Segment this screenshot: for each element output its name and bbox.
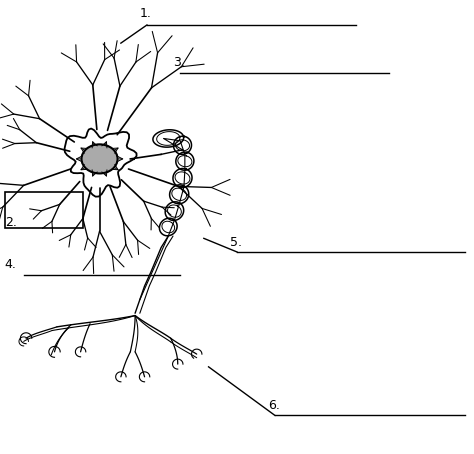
Text: 4.: 4. [5,258,17,271]
Text: 2.: 2. [5,216,17,229]
Bar [5,192,83,228]
Ellipse shape [82,144,118,173]
Text: 5.: 5. [230,236,242,249]
Text: 6.: 6. [268,399,280,412]
Text: 1.: 1. [140,7,152,20]
Text: 3.: 3. [173,56,185,69]
